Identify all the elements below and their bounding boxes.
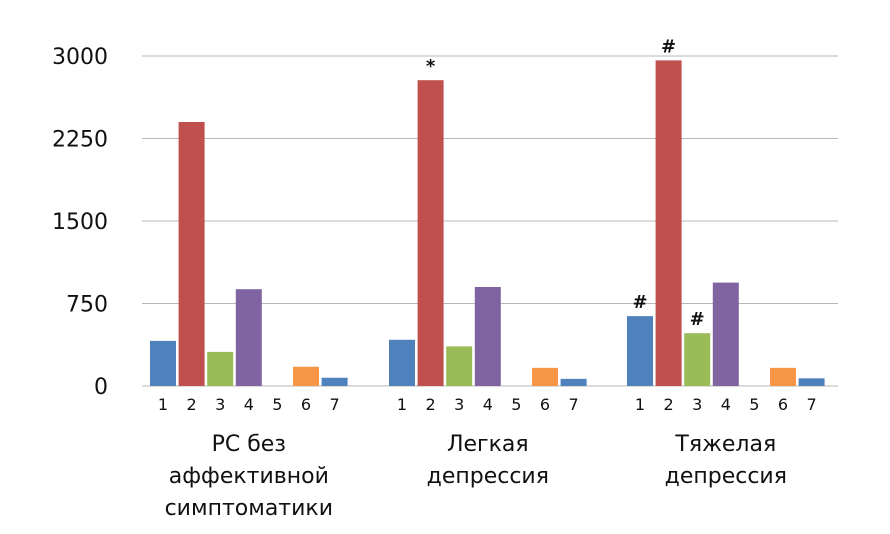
x-tick-label: 6 <box>540 395 550 414</box>
x-tick-label: 2 <box>426 395 436 414</box>
group-label: РС без <box>212 432 286 457</box>
significance-marker: # <box>690 309 705 330</box>
group-label: Легкая <box>447 432 529 457</box>
y-axis: 0 750 1500 2250 3000 <box>52 45 108 400</box>
bar-group1-4 <box>235 289 262 386</box>
bar-group3-7 <box>798 378 825 386</box>
bar-group1-1 <box>150 340 176 386</box>
group-label: Тяжелая <box>674 432 776 457</box>
significance-marker: # <box>661 36 676 57</box>
x-tick-label: 7 <box>569 395 579 414</box>
y-tick-label: 750 <box>66 293 108 318</box>
bar-group3-1 <box>627 316 653 386</box>
x-tick-label: 6 <box>778 395 788 414</box>
bar-group3-3 <box>684 333 711 386</box>
bar-group2-1 <box>389 339 415 386</box>
group-label: аффективной <box>169 464 329 489</box>
bar-group1-7 <box>321 377 348 386</box>
significance-marker: * <box>426 56 436 77</box>
group-label: симптоматики <box>165 496 333 521</box>
group-label: депрессия <box>427 464 549 489</box>
x-tick-label: 2 <box>664 395 674 414</box>
y-tick-label: 0 <box>94 375 108 400</box>
x-tick-label: 7 <box>807 395 817 414</box>
x-tick-label: 7 <box>330 395 340 414</box>
x-tick-label: 4 <box>244 395 254 414</box>
x-tick-label: 4 <box>483 395 493 414</box>
bar-group2-3 <box>446 346 473 386</box>
bars <box>150 60 825 387</box>
significance-marker: # <box>632 292 647 313</box>
x-tick-label: 4 <box>721 395 731 414</box>
bar-group3-4 <box>712 282 739 386</box>
x-tick-label: 6 <box>301 395 311 414</box>
bar-group2-4 <box>474 287 501 386</box>
x-tick-label: 5 <box>272 395 282 414</box>
group-label: депрессия <box>665 464 787 489</box>
y-tick-label: 3000 <box>52 45 108 70</box>
annotations: * # # # <box>426 36 705 330</box>
x-tick-label: 1 <box>158 395 168 414</box>
bar-group2-7 <box>560 378 587 386</box>
y-tick-label: 2250 <box>52 128 108 153</box>
bar-group2-6 <box>532 367 558 386</box>
x-tick-label: 2 <box>187 395 197 414</box>
x-tick-label: 5 <box>511 395 521 414</box>
bar-group1-6 <box>293 366 319 386</box>
x-tick-label: 1 <box>397 395 407 414</box>
bar-group3-6 <box>770 367 796 386</box>
x-tick-label: 1 <box>635 395 645 414</box>
bar-group2-2 <box>417 80 444 386</box>
x-tick-label: 3 <box>215 395 225 414</box>
bar-group1-2 <box>178 122 205 386</box>
x-tick-label: 5 <box>749 395 759 414</box>
bar-group3-2 <box>655 60 682 387</box>
x-tick-label: 3 <box>454 395 464 414</box>
bar-group1-3 <box>207 351 234 386</box>
group-labels: РС без аффективной симптоматики Легкая депре… <box>165 432 787 521</box>
y-tick-label: 1500 <box>52 210 108 235</box>
x-tick-label: 3 <box>692 395 702 414</box>
